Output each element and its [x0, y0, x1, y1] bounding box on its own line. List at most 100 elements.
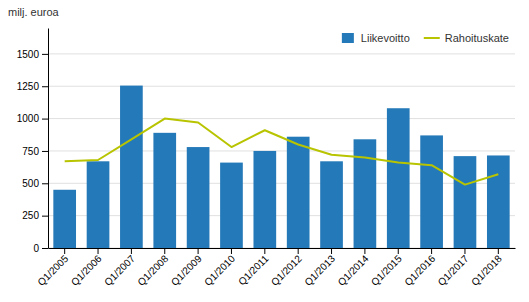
x-tick-label: Q1/2005: [35, 253, 70, 288]
marks: [53, 86, 509, 248]
x-axis-line: [49, 248, 516, 249]
x-tick-mark: [498, 248, 499, 254]
y-tick-mark: [42, 54, 48, 55]
grid: [48, 54, 515, 248]
x-tick-mark: [231, 248, 232, 254]
legend-label: Rahoituskate: [445, 32, 509, 44]
x-tick: Q1/2018: [469, 248, 504, 288]
x-tick-mark: [98, 248, 99, 254]
bar: [454, 156, 477, 248]
bar: [387, 108, 410, 248]
bar: [220, 163, 243, 248]
x-tick-label: Q1/2013: [302, 253, 337, 288]
legend-swatch: [342, 33, 354, 43]
x-tick-label: Q1/2017: [436, 253, 471, 288]
x-tick: Q1/2006: [69, 248, 104, 288]
x-tick: Q1/2009: [169, 248, 204, 288]
x-tick-mark: [398, 248, 399, 254]
y-tick-label: 1250: [17, 81, 40, 92]
y-tick: 0: [33, 243, 48, 254]
y-tick: 1500: [17, 49, 48, 60]
y-tick: 250: [22, 210, 48, 221]
legend-item: Liikevoitto: [342, 32, 410, 44]
x-tick-mark: [298, 248, 299, 254]
bar: [53, 190, 76, 248]
y-tick-mark: [42, 248, 48, 249]
y-axis-line: [48, 29, 49, 249]
y-tick-mark: [42, 183, 48, 184]
x-tick-mark: [198, 248, 199, 254]
x-tick: Q1/2010: [202, 248, 237, 288]
bar-series: [53, 86, 509, 248]
bar: [320, 161, 343, 248]
y-tick: 500: [22, 178, 48, 189]
legend-swatch: [424, 37, 440, 39]
x-tick: Q1/2014: [336, 248, 371, 288]
grid-line: [48, 118, 515, 119]
x-tick-label: Q1/2011: [236, 253, 271, 288]
grid-line: [48, 183, 515, 184]
y-tick-mark: [42, 86, 48, 87]
grid-line: [48, 53, 515, 54]
x-tick-mark: [464, 248, 465, 254]
legend: Liikevoitto Rahoituskate: [342, 32, 509, 44]
x-tick: Q1/2005: [35, 248, 70, 288]
x-tick: Q1/2011: [236, 248, 271, 287]
x-tick-mark: [164, 248, 165, 254]
x-tick-mark: [364, 248, 365, 254]
y-tick-mark: [42, 216, 48, 217]
y-tick: 1000: [17, 113, 48, 124]
x-tick-mark: [131, 248, 132, 254]
bar: [187, 147, 210, 248]
x-tick: Q1/2008: [135, 248, 170, 288]
x-tick-mark: [264, 248, 265, 254]
x-tick-mark: [431, 248, 432, 254]
x-tick-label: Q1/2006: [69, 253, 104, 288]
x-tick: Q1/2013: [302, 248, 337, 288]
line: [65, 119, 499, 185]
x-tick: Q1/2012: [269, 248, 304, 288]
y-tick-label: 1000: [17, 113, 40, 124]
x-tick-label: Q1/2018: [469, 253, 504, 288]
x-tick-mark: [64, 248, 65, 254]
bar: [287, 137, 310, 248]
x-tick: Q1/2007: [102, 248, 137, 288]
y-tick-label: 500: [22, 178, 39, 189]
y-axis: 0 250 500 750 1000 1250 1500: [17, 29, 49, 254]
x-tick-label: Q1/2007: [102, 253, 137, 288]
x-tick-label: Q1/2016: [402, 253, 437, 288]
bar: [253, 151, 276, 248]
y-tick-mark: [42, 119, 48, 120]
x-tick: Q1/2015: [369, 248, 404, 288]
bar: [120, 86, 143, 248]
y-tick-label: 250: [22, 210, 39, 221]
bar: [87, 161, 110, 248]
x-tick: Q1/2016: [402, 248, 437, 288]
grid-line: [48, 150, 515, 151]
y-tick-label: 1500: [17, 49, 40, 60]
grid-line: [48, 215, 515, 216]
legend-label: Liikevoitto: [361, 32, 410, 44]
x-tick-label: Q1/2015: [369, 253, 404, 288]
y-tick-label: 0: [33, 243, 39, 254]
bar: [153, 133, 176, 248]
x-tick: Q1/2017: [436, 248, 471, 288]
y-tick: 750: [22, 146, 48, 157]
y-tick: 1250: [17, 81, 48, 92]
x-axis: Q1/2005Q1/2006Q1/2007Q1/2008Q1/2009Q1/20…: [35, 248, 515, 288]
plot: 0250500750100012501500Q1/2005Q1/2006Q1/2…: [8, 6, 516, 288]
grid-line: [48, 248, 515, 249]
bar: [354, 139, 377, 248]
x-tick-label: Q1/2010: [202, 253, 237, 288]
bar: [420, 135, 443, 248]
x-tick-label: Q1/2009: [169, 253, 204, 288]
y-axis-title: milj. euroa: [8, 6, 60, 18]
chart-container: 0250500750100012501500Q1/2005Q1/2006Q1/2…: [0, 0, 529, 302]
legend-item: Rahoituskate: [424, 32, 509, 44]
bar: [487, 155, 510, 248]
y-tick-mark: [42, 151, 48, 152]
grid-line: [48, 86, 515, 87]
chart: 0250500750100012501500Q1/2005Q1/2006Q1/2…: [0, 0, 529, 302]
x-tick-label: Q1/2012: [269, 253, 304, 288]
x-tick-label: Q1/2014: [336, 253, 371, 288]
